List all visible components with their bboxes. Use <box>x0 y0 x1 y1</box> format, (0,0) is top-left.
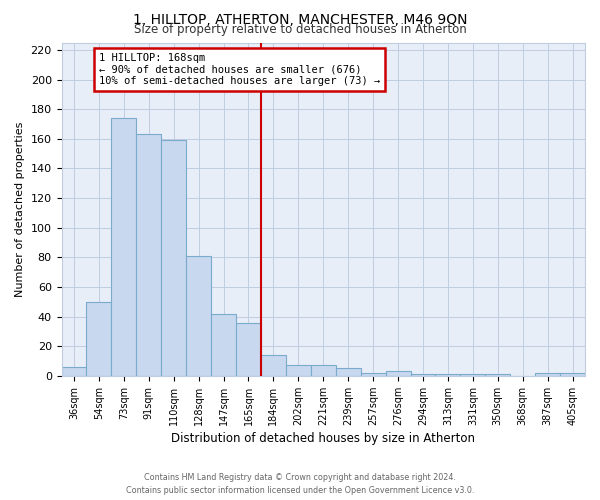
Bar <box>186 256 211 376</box>
Bar <box>86 302 112 376</box>
Bar <box>136 134 161 376</box>
Bar <box>410 374 436 376</box>
Bar <box>460 374 485 376</box>
Bar <box>386 372 410 376</box>
Text: Size of property relative to detached houses in Atherton: Size of property relative to detached ho… <box>134 22 466 36</box>
Bar <box>311 366 336 376</box>
Bar <box>261 355 286 376</box>
Bar <box>485 374 510 376</box>
Bar <box>112 118 136 376</box>
Bar <box>535 373 560 376</box>
Bar <box>560 373 585 376</box>
Bar <box>211 314 236 376</box>
Text: 1, HILLTOP, ATHERTON, MANCHESTER, M46 9QN: 1, HILLTOP, ATHERTON, MANCHESTER, M46 9Q… <box>133 12 467 26</box>
Text: Contains HM Land Registry data © Crown copyright and database right 2024.
Contai: Contains HM Land Registry data © Crown c… <box>126 473 474 495</box>
Bar <box>62 367 86 376</box>
Text: 1 HILLTOP: 168sqm
← 90% of detached houses are smaller (676)
10% of semi-detache: 1 HILLTOP: 168sqm ← 90% of detached hous… <box>99 53 380 86</box>
Bar <box>361 373 386 376</box>
Bar <box>436 374 460 376</box>
Bar <box>236 322 261 376</box>
Bar <box>286 366 311 376</box>
Bar <box>161 140 186 376</box>
X-axis label: Distribution of detached houses by size in Atherton: Distribution of detached houses by size … <box>171 432 475 445</box>
Y-axis label: Number of detached properties: Number of detached properties <box>15 122 25 297</box>
Bar <box>336 368 361 376</box>
